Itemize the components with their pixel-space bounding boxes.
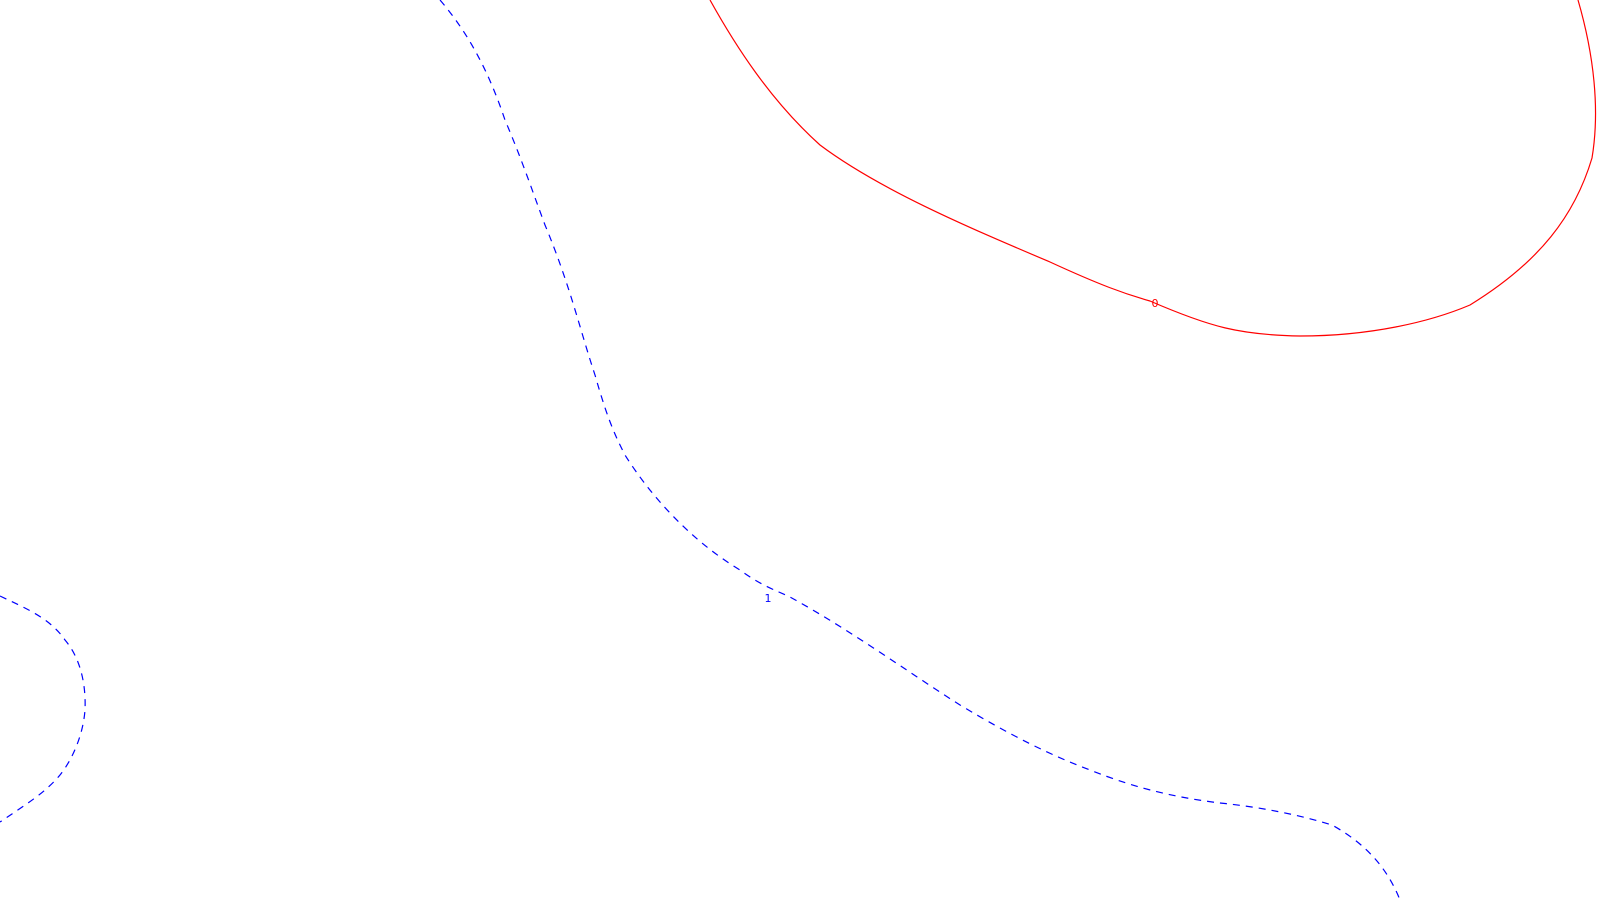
contour-label-0: 0 — [1152, 297, 1159, 310]
contour-line-0-main — [709, 0, 1597, 337]
contour-line-1-main — [439, 0, 1401, 900]
contour-label-1: 1 — [765, 592, 772, 605]
contour-line-1-secondary — [0, 595, 86, 823]
